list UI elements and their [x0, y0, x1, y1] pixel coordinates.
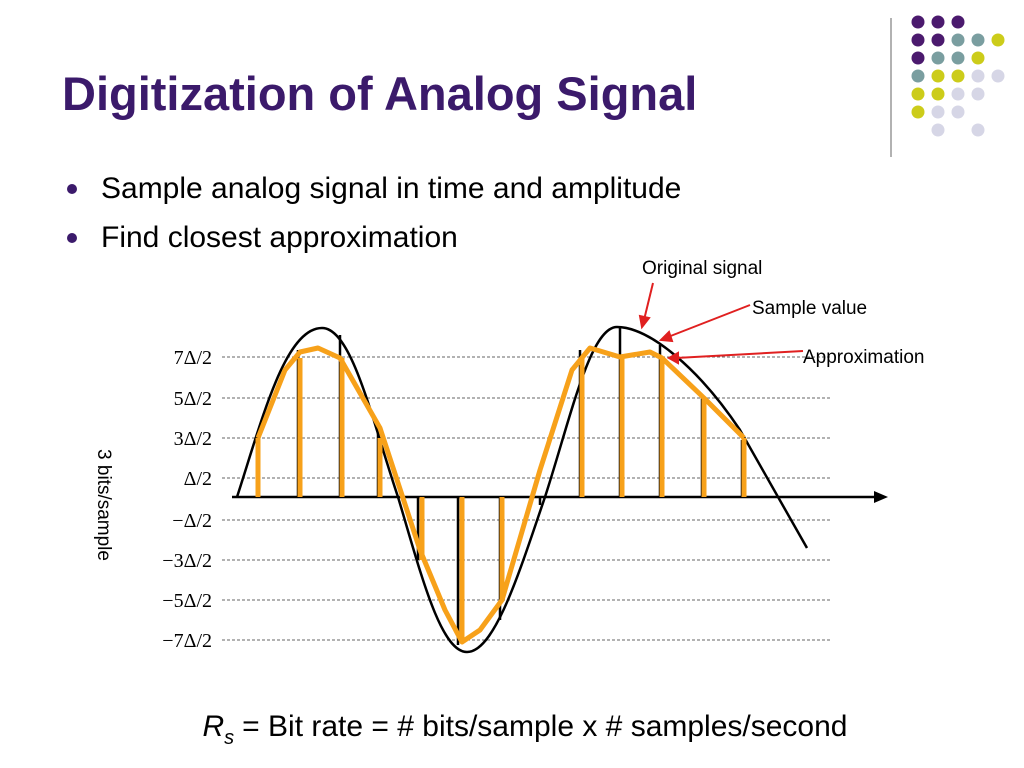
level-label: 3Δ/2: [174, 428, 212, 450]
dot: [931, 51, 945, 65]
dot: [971, 87, 985, 101]
level-label: 7Δ/2: [174, 347, 212, 369]
bullet: Find closest approximation: [101, 221, 458, 254]
title: Digitization of Analog Signal: [62, 67, 697, 120]
annotation: Approximation: [803, 347, 924, 368]
arrow-head: [874, 491, 888, 503]
dot: [931, 69, 945, 83]
approximation: [255, 345, 746, 645]
decoration: [911, 15, 1005, 137]
level-label: −Δ/2: [172, 510, 212, 532]
dot: [951, 51, 965, 65]
annotation-arrows: [638, 282, 804, 365]
dot: [951, 105, 965, 119]
dot: [911, 87, 925, 101]
level-label: Δ/2: [184, 468, 212, 490]
dot: [931, 105, 945, 119]
dot: [911, 33, 925, 47]
bullet-dot: [67, 233, 77, 243]
dot: [951, 87, 965, 101]
level-label: −3Δ/2: [162, 550, 212, 572]
dot: [951, 69, 965, 83]
dot: [971, 33, 985, 47]
annotation: Sample value: [752, 298, 867, 319]
dot: [991, 69, 1005, 83]
dot: [911, 51, 925, 65]
annotation: Original signal: [642, 258, 762, 279]
level-label: −7Δ/2: [162, 630, 212, 652]
levels: 7Δ/2 5Δ/2 3Δ/2 Δ/2 −Δ/2 −3Δ/2 −5Δ/2 −7Δ/2: [162, 347, 832, 652]
formula-subscript: s: [224, 727, 234, 749]
dot: [991, 33, 1005, 47]
dot: [911, 105, 925, 119]
bullet-dot: [67, 184, 77, 194]
formula-text: = Bit rate = # bits/sample x # samples/s…: [242, 710, 847, 743]
formula: Rs = Bit rate = # bits/sample x # samples…: [203, 710, 848, 749]
dot: [931, 87, 945, 101]
dot: [951, 15, 965, 29]
axis-label: 3 bits/sample: [93, 449, 114, 561]
level-label: 5Δ/2: [174, 388, 212, 410]
dot: [971, 69, 985, 83]
dot: [971, 123, 985, 137]
dot: [911, 15, 925, 29]
dot: [911, 69, 925, 83]
formula-symbol: R: [203, 710, 225, 743]
quantized-stems: [255, 358, 747, 640]
dot: [971, 51, 985, 65]
dot: [931, 15, 945, 29]
dot: [951, 33, 965, 47]
level-label: −5Δ/2: [162, 590, 212, 612]
dot: [931, 33, 945, 47]
original-signal: [235, 325, 809, 654]
dot: [931, 123, 945, 137]
bullet: Sample analog signal in time and amplitu…: [101, 172, 681, 205]
